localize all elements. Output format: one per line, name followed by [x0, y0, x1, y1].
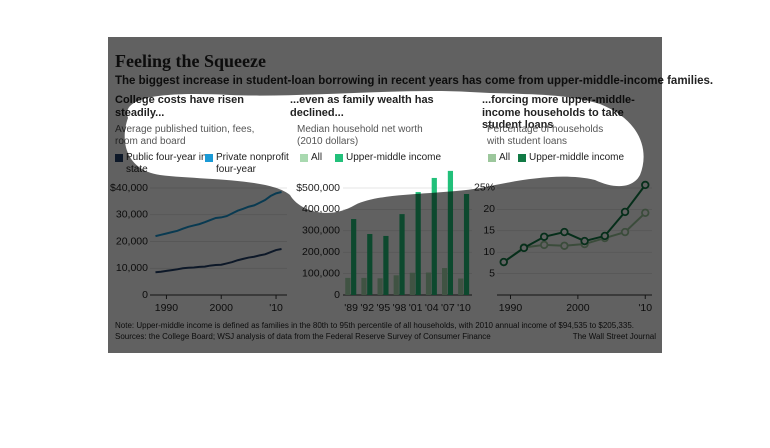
panel-heading: College costs have risen steadily...: [115, 94, 244, 119]
x-tick-label: '95: [376, 302, 390, 314]
x-tick-label: 1990: [499, 302, 523, 314]
bar: [367, 234, 373, 295]
y-tick-label: 20,000: [116, 235, 148, 247]
y-tick-label: 25%: [474, 182, 495, 194]
x-tick-label: '04: [425, 302, 439, 314]
y-tick-label: $40,000: [110, 182, 148, 194]
x-tick-label: '92: [360, 302, 374, 314]
marker: [620, 207, 630, 217]
bar: [361, 277, 367, 295]
marker: [519, 243, 529, 253]
bar: [377, 278, 383, 295]
bar: [351, 219, 357, 295]
x-tick-label: 2000: [566, 302, 590, 314]
legend-item: Upper-middle income: [518, 152, 649, 164]
x-tick-label: '98: [393, 302, 407, 314]
x-tick-label: '89: [344, 302, 358, 314]
x-tick-label: '10: [269, 302, 283, 314]
legend-label: All: [499, 152, 511, 163]
marker: [600, 231, 610, 241]
bar: [431, 177, 437, 295]
y-tick-label: 15: [483, 225, 495, 237]
legend-item: Upper-middle income: [335, 152, 466, 164]
y-tick-label: 100,000: [302, 267, 340, 279]
y-tick-label: 300,000: [302, 225, 340, 237]
marker: [641, 180, 650, 190]
marker: [560, 241, 569, 250]
x-tick-label: '10: [457, 302, 471, 314]
panel-subheading: Median household net worth (2010 dollars…: [297, 124, 423, 147]
bar: [415, 192, 421, 295]
bar: [447, 170, 454, 295]
legend-label: Upper-middle income: [346, 152, 442, 163]
panel-heading: ...even as family wealth has declined...: [290, 94, 434, 119]
y-tick-label: 10,000: [116, 262, 148, 274]
y-tick-label: 200,000: [302, 246, 340, 258]
bar: [399, 214, 405, 295]
bar: [425, 272, 432, 295]
panel-subheading: Percentage of households with student lo…: [487, 124, 604, 147]
legend-item: Public four-year in-state: [115, 152, 214, 175]
legend-label: Private nonprofit four-year: [216, 152, 289, 175]
marker: [539, 240, 549, 250]
line: [155, 248, 282, 274]
legend-label: All: [311, 152, 323, 163]
x-tick-label: 2000: [210, 302, 234, 314]
x-tick-label: '01: [409, 302, 423, 314]
marker: [539, 232, 549, 241]
legend-label: Public four-year in-state: [126, 152, 210, 175]
legend-swatch: [518, 154, 526, 162]
line: [155, 191, 282, 238]
bar: [442, 268, 448, 295]
legend-swatch: [205, 154, 213, 162]
legend-item: Private nonprofit four-year: [205, 152, 296, 175]
marker: [560, 227, 569, 237]
panel-subheading: Average published tuition, fees, room an…: [115, 124, 255, 147]
legend-swatch: [115, 154, 123, 162]
bar: [393, 275, 399, 295]
y-tick-label: $500,000: [296, 182, 340, 194]
note: Note: Upper-middle income is defined as …: [115, 321, 634, 330]
y-tick-label: 10: [483, 246, 495, 258]
bar: [345, 277, 351, 295]
bar: [463, 193, 470, 295]
y-tick-label: 5: [489, 267, 495, 279]
x-tick-label: 1990: [155, 302, 179, 314]
bar: [409, 272, 415, 295]
marker: [620, 227, 630, 237]
x-tick-label: '10: [638, 302, 652, 314]
x-tick-label: '07: [441, 302, 455, 314]
legend-swatch: [488, 154, 496, 162]
legend-swatch: [335, 154, 343, 162]
marker: [499, 257, 508, 267]
bar: [383, 235, 389, 295]
y-tick-label: 0: [334, 289, 340, 301]
credit: The Wall Street Journal: [572, 332, 656, 341]
source: Sources: the College Board; WSJ analysis…: [115, 332, 491, 341]
bar: [458, 278, 464, 295]
y-tick-label: 30,000: [116, 209, 148, 221]
legend-label: Upper-middle income: [529, 152, 625, 163]
marker: [580, 236, 589, 246]
y-tick-label: 0: [142, 289, 148, 301]
legend-swatch: [300, 154, 308, 162]
y-tick-label: 400,000: [302, 203, 340, 215]
y-tick-label: 20: [483, 203, 495, 215]
marker: [641, 208, 650, 217]
